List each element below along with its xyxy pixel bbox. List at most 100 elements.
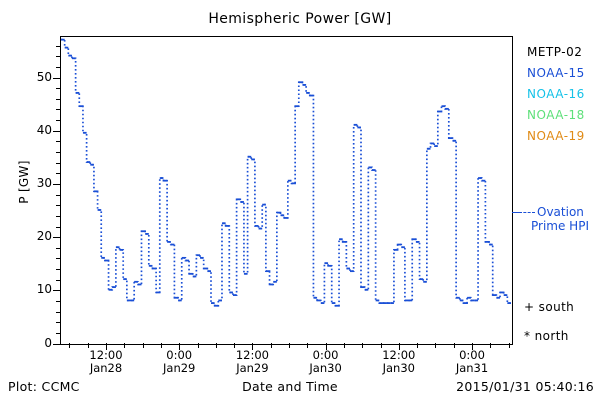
y-axis-major-tick bbox=[53, 344, 60, 345]
x-axis-minor-tick bbox=[509, 343, 510, 348]
x-tick-time: 0:00 bbox=[312, 348, 339, 362]
y-axis-minor-tick bbox=[55, 216, 60, 217]
x-axis-tick-label: 0:00 Jan30 bbox=[286, 349, 366, 374]
data-series-canvas bbox=[61, 38, 511, 307]
y-axis-minor-tick bbox=[55, 312, 60, 313]
x-axis-major-tick bbox=[252, 343, 253, 351]
y-axis-major-tick bbox=[53, 78, 60, 79]
y-axis-tick-label: 0 bbox=[44, 335, 52, 350]
y-axis-minor-tick bbox=[55, 46, 60, 47]
y-axis-minor-tick bbox=[55, 152, 60, 153]
x-axis-minor-tick bbox=[454, 343, 455, 348]
x-tick-date: Jan28 bbox=[89, 360, 123, 375]
x-axis-major-tick bbox=[399, 343, 400, 351]
x-tick-date: Jan30 bbox=[309, 360, 342, 375]
x-axis-tick-label: 0:00 Jan31 bbox=[432, 349, 512, 374]
x-tick-date: Jan29 bbox=[236, 360, 269, 375]
ovation-line-sample bbox=[519, 212, 535, 213]
y-axis-minor-tick bbox=[55, 280, 60, 281]
y-axis-tick-label: 20 bbox=[36, 229, 52, 244]
legend-entry-noaa-15: NOAA-15 bbox=[527, 66, 585, 80]
x-axis-major-tick bbox=[472, 343, 473, 351]
marker-label-south: south bbox=[534, 300, 575, 314]
y-axis-tick-label: 50 bbox=[36, 69, 52, 84]
plot-source-label: Plot: CCMC bbox=[8, 379, 80, 394]
x-axis-minor-tick bbox=[88, 343, 89, 348]
y-axis-minor-tick bbox=[55, 56, 60, 57]
y-axis-minor-tick bbox=[55, 163, 60, 164]
x-axis-tick-label: 0:00 Jan29 bbox=[139, 349, 219, 374]
ovation-legend-line1: Ovation bbox=[537, 205, 584, 219]
x-axis-minor-tick bbox=[198, 343, 199, 348]
legend-entry-noaa-16: NOAA-16 bbox=[527, 87, 585, 101]
x-tick-date: Jan31 bbox=[455, 360, 489, 375]
plot-area bbox=[60, 36, 513, 345]
x-axis-minor-tick bbox=[271, 343, 272, 348]
chart-title: Hemispheric Power [GW] bbox=[208, 11, 392, 27]
x-axis-minor-tick bbox=[234, 343, 235, 348]
y-axis-minor-tick bbox=[55, 258, 60, 259]
y-axis-minor-tick bbox=[55, 227, 60, 228]
y-axis-tick-label: 30 bbox=[36, 175, 52, 190]
y-axis-tick-label: 10 bbox=[36, 282, 52, 297]
marker-legend-north: * north bbox=[524, 329, 569, 343]
x-axis-major-tick bbox=[326, 343, 327, 351]
x-axis-tick-label: 12:00 Jan28 bbox=[66, 349, 146, 374]
x-axis-minor-tick bbox=[307, 343, 308, 348]
x-axis-minor-tick bbox=[417, 343, 418, 348]
y-axis-major-tick bbox=[53, 290, 60, 291]
y-axis-minor-tick bbox=[55, 333, 60, 334]
legend-entry-metp-02: METP-02 bbox=[527, 45, 583, 59]
marker-label-north: north bbox=[530, 329, 569, 343]
x-tick-date: Jan29 bbox=[163, 360, 196, 375]
x-axis-tick-label: 12:00 Jan30 bbox=[359, 349, 439, 374]
x-axis-minor-tick bbox=[344, 343, 345, 348]
y-axis-minor-tick bbox=[55, 88, 60, 89]
legend-entry-noaa-19: NOAA-19 bbox=[527, 129, 585, 143]
x-axis-minor-tick bbox=[161, 343, 162, 348]
y-axis-minor-tick bbox=[55, 269, 60, 270]
marker-legend-south: + south bbox=[524, 300, 574, 314]
x-tick-time: 12:00 bbox=[235, 348, 269, 362]
x-axis-label: Date and Time bbox=[242, 379, 338, 394]
x-axis-minor-tick bbox=[216, 343, 217, 348]
x-tick-time: 0:00 bbox=[166, 348, 193, 362]
x-axis-tick-label: 12:00 Jan29 bbox=[212, 349, 292, 374]
marker-symbol-south: + bbox=[524, 300, 535, 314]
y-axis-minor-tick bbox=[55, 173, 60, 174]
marker-symbol-north: * bbox=[524, 329, 531, 343]
x-axis-minor-tick bbox=[435, 343, 436, 348]
series-line-ovation-prime-hpi bbox=[61, 38, 511, 307]
y-axis-tick-label: 40 bbox=[36, 122, 52, 137]
x-axis-minor-tick bbox=[143, 343, 144, 348]
x-tick-time: 12:00 bbox=[89, 348, 123, 362]
ovation-legend: Ovation Prime HPI bbox=[518, 205, 600, 233]
x-axis-major-tick bbox=[106, 343, 107, 351]
x-axis-minor-tick bbox=[69, 343, 70, 348]
y-axis-minor-tick bbox=[55, 99, 60, 100]
y-axis-major-tick bbox=[53, 131, 60, 132]
legend-entry-noaa-18: NOAA-18 bbox=[527, 108, 585, 122]
y-axis-minor-tick bbox=[55, 141, 60, 142]
x-axis-minor-tick bbox=[124, 343, 125, 348]
x-tick-time: 12:00 bbox=[382, 348, 416, 362]
x-axis-minor-tick bbox=[362, 343, 363, 348]
y-axis-minor-tick bbox=[55, 120, 60, 121]
x-axis-minor-tick bbox=[381, 343, 382, 348]
ovation-axis-tick bbox=[512, 212, 520, 213]
y-axis-major-tick bbox=[53, 237, 60, 238]
x-axis-major-tick bbox=[179, 343, 180, 351]
ovation-legend-line2: Prime HPI bbox=[531, 218, 589, 233]
x-tick-time: 0:00 bbox=[459, 348, 485, 362]
timestamp-label: 2015/01/31 05:40:16 bbox=[456, 379, 594, 394]
y-axis-minor-tick bbox=[55, 322, 60, 323]
y-axis-minor-tick bbox=[55, 195, 60, 196]
y-axis-minor-tick bbox=[55, 109, 60, 110]
y-axis-major-tick bbox=[53, 184, 60, 185]
x-axis-minor-tick bbox=[289, 343, 290, 348]
x-tick-date: Jan30 bbox=[382, 360, 415, 375]
y-axis-minor-tick bbox=[55, 248, 60, 249]
y-axis-minor-tick bbox=[55, 67, 60, 68]
y-axis-minor-tick bbox=[55, 301, 60, 302]
